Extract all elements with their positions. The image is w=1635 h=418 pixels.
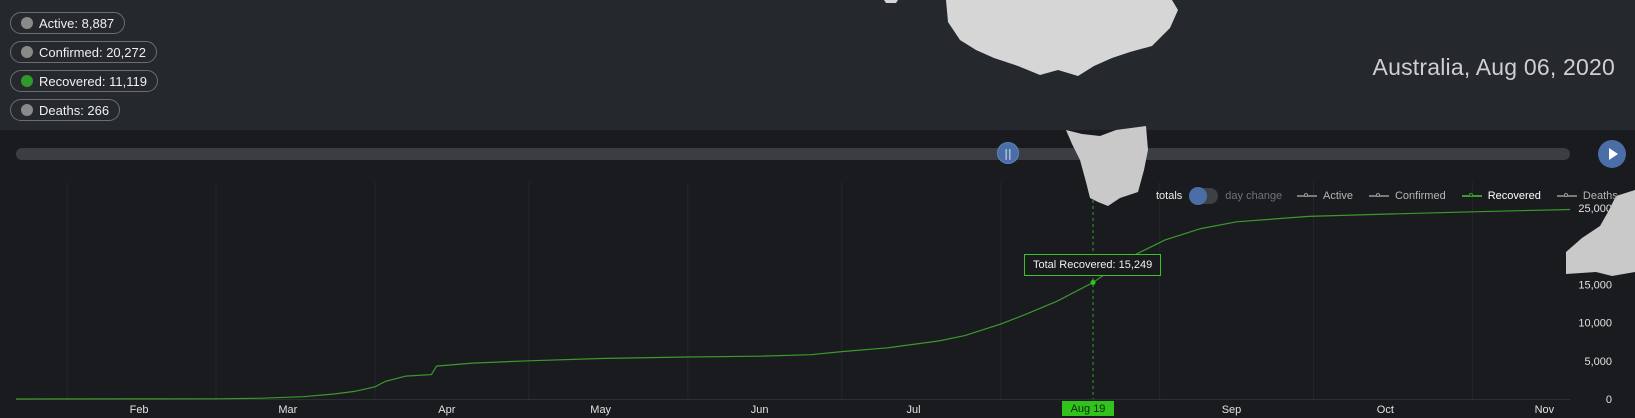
chart-tooltip: Total Recovered: 15,249 [1024, 254, 1162, 276]
x-tick-label: Feb [130, 404, 149, 416]
mode-toggle-switch[interactable] [1189, 187, 1219, 205]
timeline-slider-handle[interactable]: || [997, 142, 1019, 164]
stat-confirmed[interactable]: Confirmed: 20,272 [10, 41, 157, 63]
status-dot-icon [21, 104, 33, 116]
legend-item-active[interactable]: Active [1297, 190, 1353, 202]
play-icon [1609, 148, 1618, 160]
legend-line-icon [1461, 193, 1482, 197]
legend-line-icon [1297, 193, 1317, 197]
x-tick-label: Mar [278, 404, 297, 416]
toggle-knob [1189, 187, 1208, 205]
y-tick-label: 15,000 [1578, 279, 1612, 291]
legend-label: Confirmed [1394, 190, 1446, 202]
legend-item-deaths[interactable]: Deaths [1556, 190, 1618, 202]
status-dot-icon [21, 46, 33, 58]
mode-toggle[interactable]: totals day change [1156, 187, 1283, 205]
x-tick-label: Sep [1222, 404, 1242, 416]
x-tick-label: Jul [906, 404, 920, 416]
legend-line-icon [1556, 193, 1577, 197]
status-dot-icon [21, 17, 33, 29]
chart-legend: Active Confirmed Recovered Deaths [1297, 190, 1618, 202]
stat-recovered-label: Recovered: 11,119 [39, 73, 147, 89]
highlight-point [1090, 279, 1096, 285]
x-tick-label: Jun [751, 404, 769, 416]
stat-recovered[interactable]: Recovered: 11,119 [10, 70, 158, 92]
island-shape [884, 0, 898, 3]
x-tick-label: Apr [438, 404, 455, 416]
legend-item-confirmed[interactable]: Confirmed [1368, 190, 1446, 202]
y-tick-label: 25,000 [1578, 203, 1612, 215]
recovered-series-line [15, 208, 1571, 400]
legend-item-recovered[interactable]: Recovered [1461, 190, 1541, 202]
legend-line-icon [1368, 193, 1389, 197]
x-tick-label: Nov [1535, 404, 1555, 416]
timeline-panel [0, 130, 1635, 418]
stat-confirmed-label: Confirmed: 20,272 [39, 44, 146, 60]
day-change-label: day change [1225, 190, 1283, 202]
stat-deaths-label: Deaths: 266 [39, 102, 110, 118]
legend-label: Deaths [1582, 190, 1618, 202]
y-tick-label: 10,000 [1578, 318, 1612, 330]
stat-active-label: Active: 8,887 [39, 15, 115, 31]
timeline-slider-track[interactable] [16, 148, 1570, 160]
x-tick-label: May [590, 404, 611, 416]
stat-deaths[interactable]: Deaths: 266 [10, 99, 121, 121]
totals-label: totals [1156, 190, 1183, 202]
location-date-title: Australia, Aug 06, 2020 [1372, 54, 1615, 80]
x-tick-label: Oct [1377, 404, 1394, 416]
grip-icon: || [1004, 146, 1012, 160]
y-tick-label: 20,000 [1578, 241, 1612, 253]
map-area[interactable] [0, 0, 1635, 130]
y-tick-label: 0 [1606, 394, 1612, 406]
current-date-marker[interactable]: Aug 19 [1062, 401, 1114, 416]
status-dot-icon [21, 75, 33, 87]
australia-mainland-shape[interactable] [946, 0, 1178, 76]
play-button[interactable] [1598, 140, 1626, 168]
y-tick-label: 5,000 [1584, 356, 1612, 368]
legend-label: Active [1323, 190, 1353, 202]
stat-active[interactable]: Active: 8,887 [10, 12, 126, 34]
map-svg [884, 0, 1178, 76]
legend-label: Recovered [1487, 190, 1541, 202]
